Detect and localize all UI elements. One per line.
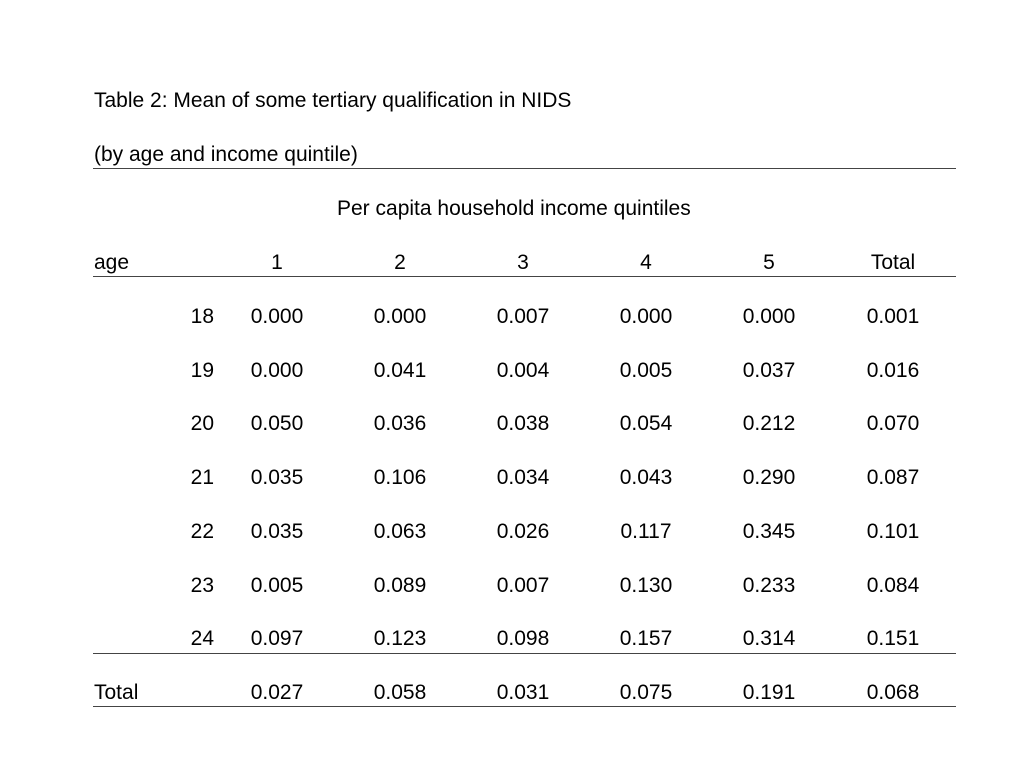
table-cell: 0.000 <box>619 305 673 328</box>
column-header: 3 <box>517 251 529 274</box>
table-subtitle: (by age and income quintile) <box>94 143 358 166</box>
table-cell: 0.101 <box>866 520 920 543</box>
table-cell: 0.000 <box>373 305 427 328</box>
header-rule <box>93 276 956 277</box>
table-cell: 0.151 <box>866 627 920 650</box>
table-cell: 0.123 <box>373 627 427 650</box>
table-cell: 0.233 <box>742 574 796 597</box>
table-cell: 0.063 <box>373 520 427 543</box>
column-header: 4 <box>640 251 652 274</box>
top-rule <box>93 168 956 169</box>
table-cell: 0.345 <box>742 520 796 543</box>
table-cell: 0.001 <box>866 305 920 328</box>
total-cell: 0.058 <box>373 681 427 704</box>
table-cell: 0.212 <box>742 412 796 435</box>
table-cell: 0.000 <box>742 305 796 328</box>
table-cell: 0.005 <box>250 574 304 597</box>
table-cell: 0.004 <box>496 359 550 382</box>
table-cell: 0.035 <box>250 466 304 489</box>
table-cell: 0.000 <box>250 305 304 328</box>
bottom-rule <box>93 706 956 707</box>
column-header: Total <box>870 251 916 274</box>
table-cell: 0.117 <box>620 520 672 543</box>
column-header: 5 <box>763 251 775 274</box>
row-age: 20 <box>190 412 214 435</box>
table-cell: 0.084 <box>866 574 920 597</box>
table-cell: 0.026 <box>496 520 550 543</box>
table-cell: 0.043 <box>619 466 673 489</box>
table-cell: 0.000 <box>250 359 304 382</box>
row-age: 21 <box>190 466 214 489</box>
row-age: 24 <box>190 627 214 650</box>
table-cell: 0.314 <box>742 627 796 650</box>
row-age: 22 <box>190 520 214 543</box>
total-cell: 0.031 <box>496 681 550 704</box>
total-row-label: Total <box>94 681 139 704</box>
table-cell: 0.038 <box>496 412 550 435</box>
body-bottom-rule <box>93 653 956 654</box>
table-cell: 0.157 <box>619 627 673 650</box>
table-cell: 0.036 <box>373 412 427 435</box>
total-cell: 0.191 <box>742 681 796 704</box>
total-cell: 0.075 <box>619 681 673 704</box>
table-cell: 0.007 <box>496 574 550 597</box>
table-cell: 0.054 <box>619 412 673 435</box>
table-cell: 0.035 <box>250 520 304 543</box>
table-cell: 0.070 <box>866 412 920 435</box>
row-age: 18 <box>190 305 214 328</box>
table-cell: 0.130 <box>619 574 673 597</box>
total-cell: 0.027 <box>250 681 304 704</box>
table-cell: 0.106 <box>373 466 427 489</box>
row-age: 19 <box>190 359 214 382</box>
table-cell: 0.089 <box>373 574 427 597</box>
table-cell: 0.098 <box>496 627 550 650</box>
table-cell: 0.005 <box>619 359 673 382</box>
row-header-label: age <box>94 251 130 274</box>
total-cell: 0.068 <box>866 681 920 704</box>
table-cell: 0.087 <box>866 466 920 489</box>
table-cell: 0.037 <box>742 359 796 382</box>
table-cell: 0.097 <box>250 627 304 650</box>
column-header: 2 <box>394 251 406 274</box>
column-header: 1 <box>271 251 283 274</box>
table-cell: 0.041 <box>373 359 427 382</box>
table-cell: 0.050 <box>250 412 304 435</box>
row-age: 23 <box>190 574 214 597</box>
table-cell: 0.016 <box>866 359 920 382</box>
column-spanner-heading: Per capita household income quintiles <box>337 197 691 220</box>
table-cell: 0.290 <box>742 466 796 489</box>
table-title: Table 2: Mean of some tertiary qualifica… <box>94 89 572 112</box>
table-cell: 0.007 <box>496 305 550 328</box>
table-cell: 0.034 <box>496 466 550 489</box>
